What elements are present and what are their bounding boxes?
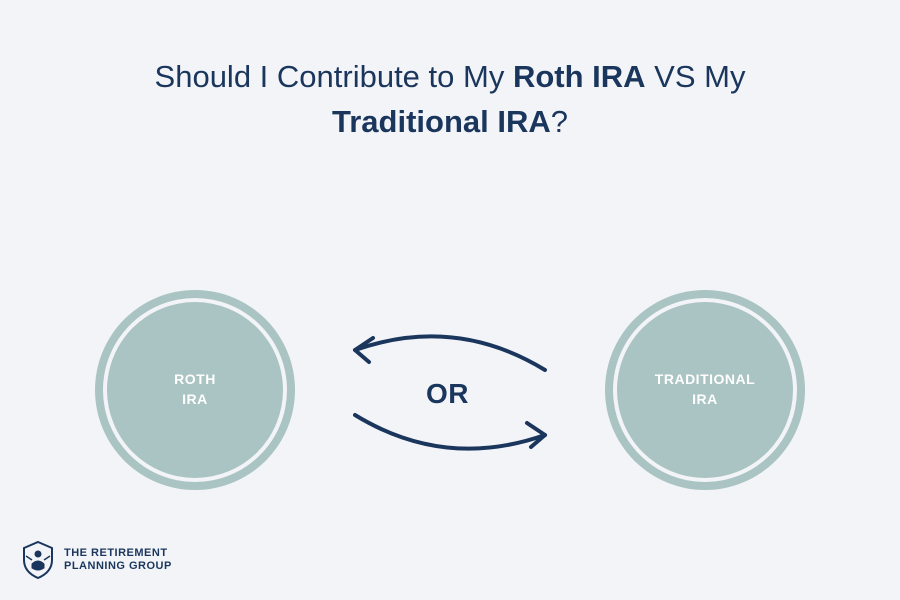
logo-text: THE RETIREMENT PLANNING GROUP (64, 547, 172, 572)
traditional-ira-circle-inner: TRADITIONAL IRA (613, 298, 797, 482)
traditional-ira-circle: TRADITIONAL IRA (605, 290, 805, 490)
infographic-canvas: Should I Contribute to My Roth IRA VS My… (0, 0, 900, 600)
traditional-ira-label-line1: TRADITIONAL (655, 371, 755, 387)
arrow-left-icon (335, 320, 565, 385)
roth-ira-label-line2: IRA (182, 391, 208, 407)
roth-ira-label: ROTH IRA (174, 370, 216, 409)
shield-icon (20, 540, 56, 580)
roth-ira-label-line1: ROTH (174, 371, 216, 387)
arrow-right-icon (335, 405, 565, 470)
traditional-ira-label: TRADITIONAL IRA (655, 370, 755, 409)
logo-text-line2: PLANNING GROUP (64, 560, 172, 572)
page-title: Should I Contribute to My Roth IRA VS My… (90, 55, 810, 145)
company-logo: THE RETIREMENT PLANNING GROUP (20, 540, 172, 580)
roth-ira-circle: ROTH IRA (95, 290, 295, 490)
or-label: OR (426, 378, 469, 410)
logo-text-line1: THE RETIREMENT (64, 547, 168, 559)
traditional-ira-label-line2: IRA (692, 391, 718, 407)
roth-ira-circle-inner: ROTH IRA (103, 298, 287, 482)
